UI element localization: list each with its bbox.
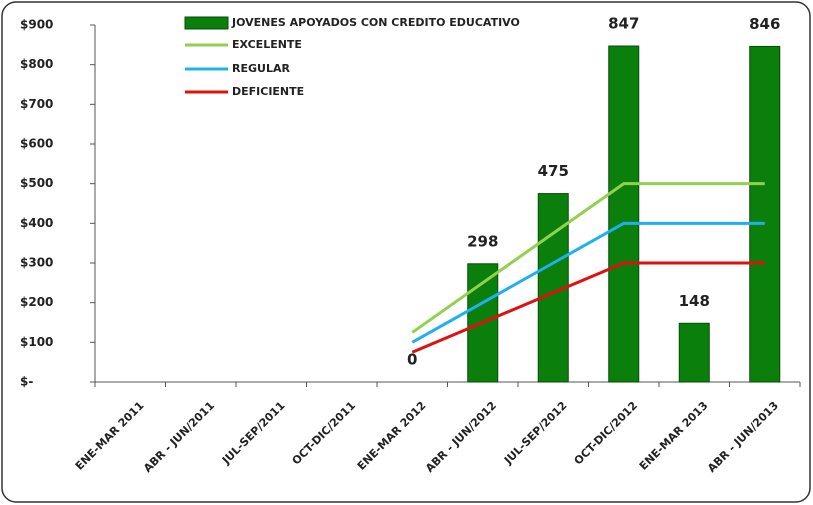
line	[411, 182, 765, 334]
data-label: 846	[749, 15, 780, 33]
y-tick-label: $900	[20, 18, 53, 32]
y-tick-label: $-	[20, 375, 33, 389]
data-label: 475	[538, 162, 569, 180]
y-tick-label: $600	[20, 137, 53, 151]
legend-label: JOVENES APOYADOS CON CREDITO EDUCATIVO	[231, 16, 520, 29]
data-label: 148	[679, 292, 710, 310]
data-label: 847	[608, 15, 639, 33]
y-tick-label: $800	[20, 57, 53, 71]
data-label: 0	[407, 351, 417, 369]
y-tick-label: $400	[20, 216, 53, 230]
legend-label: DEFICIENTE	[232, 85, 304, 98]
y-tick-label: $500	[20, 176, 53, 190]
y-tick-label: $300	[20, 256, 53, 270]
bar	[608, 45, 640, 383]
y-tick-label: $200	[20, 295, 53, 309]
y-tick-label: $700	[20, 97, 53, 111]
legend-swatch	[184, 16, 229, 30]
legend-label: EXCELENTE	[232, 38, 302, 51]
line	[411, 221, 765, 344]
data-label: 298	[467, 232, 498, 250]
y-tick-label: $100	[20, 335, 53, 349]
legend-label: REGULAR	[232, 62, 290, 75]
bar	[678, 322, 710, 383]
bar	[749, 45, 781, 383]
line	[411, 261, 765, 354]
